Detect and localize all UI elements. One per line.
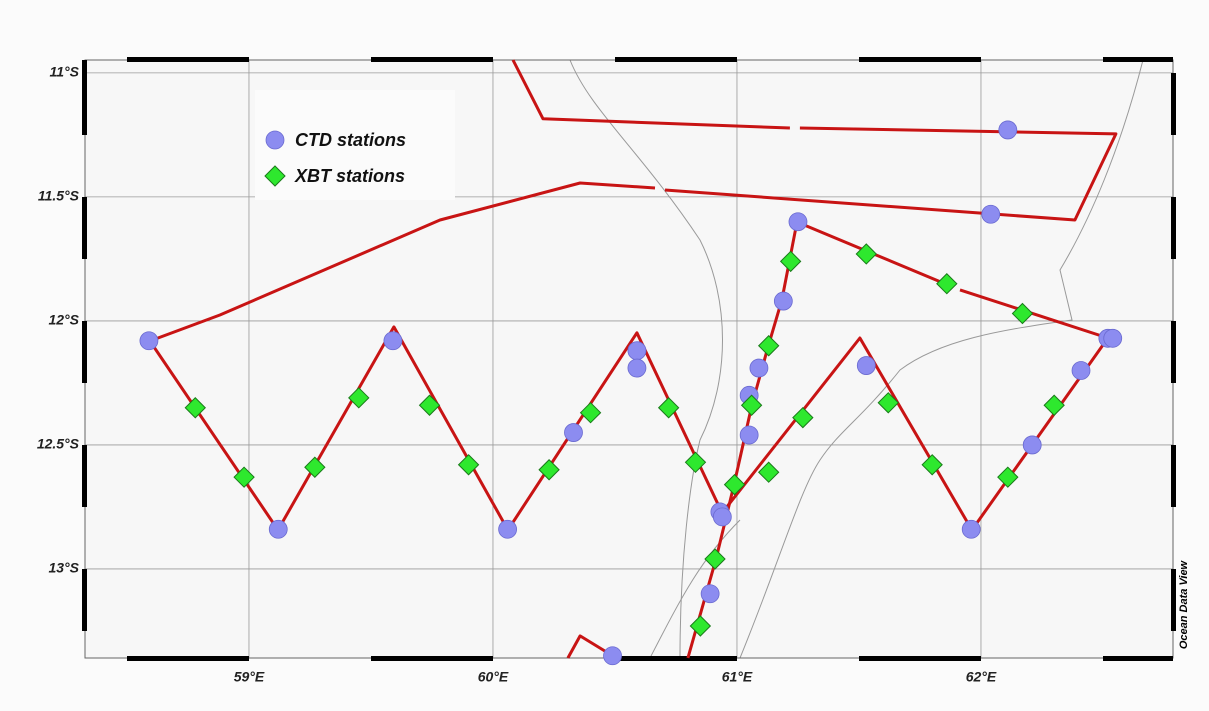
ctd-station [856,356,876,375]
frame-bar [1171,321,1176,383]
contour [739,59,1144,659]
xbt-station [723,473,746,496]
legend-label: CTD stations [295,130,406,150]
xbt-station [704,548,726,570]
ship-track [566,634,614,659]
ctd-station [627,358,647,378]
xbt-station [936,273,958,295]
tracks [148,59,1118,659]
y-tick-label: 12°S [48,312,79,328]
xbt-station [1011,302,1034,325]
xbt-station [779,250,802,273]
y-tick-label: 12.5°S [37,436,80,452]
frame-bar [859,57,981,62]
legend-box [255,90,455,200]
xbt-station [921,454,943,476]
frame-bar [82,445,87,507]
credit: Ocean Data View [1178,559,1190,649]
y-tick-label: 11°S [50,64,80,80]
stations [139,120,1123,666]
xbt-station [1043,394,1065,416]
ctd-station [1022,435,1042,455]
frame-bar [1171,197,1176,259]
ctd-station [627,341,647,361]
ship-track [148,59,1118,532]
x-tick-label: 60°E [478,669,509,685]
xbt-station [792,406,814,429]
frame-bar [127,57,249,62]
xbt-station [997,466,1019,488]
frame-bar [1171,73,1176,135]
frame-bar [82,569,87,631]
xbt-station [233,466,255,488]
ctd-station [712,507,732,527]
xbt-station [740,394,763,416]
y-tick-label: 11.5°S [38,188,80,204]
ctd-station [603,646,622,666]
ctd-station [739,425,759,445]
ctd-station [998,120,1018,140]
ctd-station [981,204,1001,224]
frame-bar [127,656,249,661]
xbt-station [304,456,326,478]
frame-bar [82,197,87,259]
ctd-station [700,584,720,604]
frame-bar [1171,445,1176,507]
frame-bar [82,60,87,73]
ctd-station [961,519,981,539]
ctd-station [564,423,583,442]
legend: CTD stations XBT stations [255,90,455,200]
xbt-station [348,387,370,409]
ctd-station [498,519,518,539]
legend-marker [264,165,286,187]
y-tick-label: 13°S [48,560,79,576]
frame-bar [615,656,737,661]
xbt-station [418,394,441,416]
legend-marker [265,130,285,150]
ctd-station [788,212,808,232]
frame-bar [859,656,981,661]
xbt-station [184,397,206,419]
ctd-station [1103,328,1123,348]
xbt-station [457,454,480,476]
contour [569,59,723,659]
frame-bar [1103,57,1173,62]
frame-bar [82,321,87,383]
xbt-station [684,451,707,474]
frame-bar [371,57,493,62]
xbt-station [757,335,780,357]
frame-bar [1103,656,1173,661]
frame-bar [371,656,493,661]
x-tick-label: 61°E [722,669,753,685]
frame-bar [1171,569,1176,631]
x-tick-label: 59°E [234,669,265,685]
ctd-station [268,519,288,539]
xbt-station [538,459,560,481]
contour [649,519,741,659]
ctd-station [749,358,769,378]
frame: 59°E 60°E 61°E 62°E 11°S 11.5°S 12°S 12.5°S 13°S [37,57,1176,685]
ctd-station [1071,361,1091,380]
xbt-station [757,461,780,483]
xbt-station [689,615,712,637]
frame-bar [615,57,737,62]
xbt-station [657,397,680,419]
x-tick-label: 62°E [966,669,997,685]
frame-bar [82,73,87,135]
ctd-station [383,331,403,351]
xbt-station [855,243,877,265]
xbt-station [579,401,602,424]
legend-label: XBT stations [294,166,405,186]
ctd-station [139,331,159,351]
ctd-station [773,291,793,311]
plot-area [85,60,1173,658]
xbt-station [877,392,899,414]
